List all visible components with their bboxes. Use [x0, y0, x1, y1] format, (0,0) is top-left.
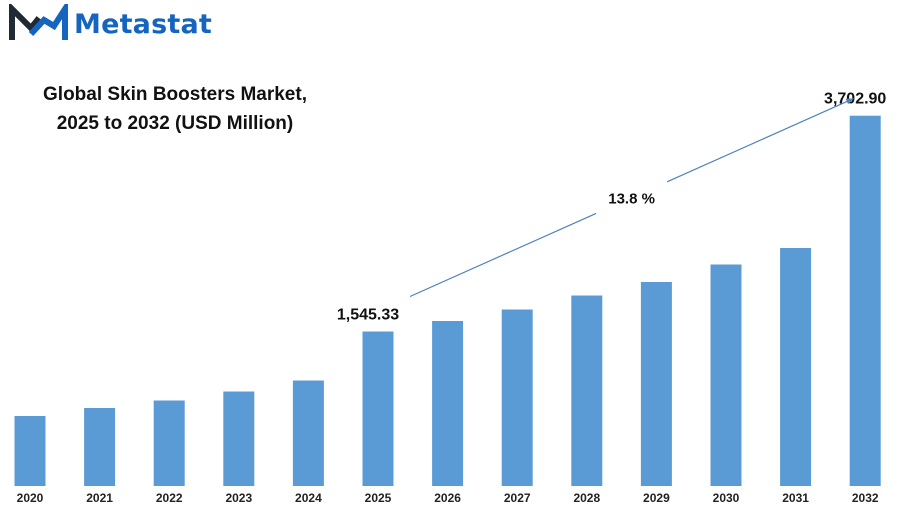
x-tick-label: 2031 — [782, 491, 809, 505]
x-tick-label: 2021 — [86, 491, 113, 505]
bar-2021 — [84, 408, 116, 486]
chart-title-line-2: 2025 to 2032 (USD Million) — [56, 113, 294, 134]
x-tick-label: 2022 — [156, 491, 183, 505]
brand-name: Metastat — [74, 8, 213, 40]
x-tick-label: 2030 — [713, 491, 740, 505]
x-tick-label: 2026 — [434, 491, 461, 505]
cagr-arrow-line — [409, 212, 597, 298]
bar-2025 — [362, 331, 394, 486]
x-tick-label: 2032 — [852, 491, 879, 505]
chart-title: Global Skin Boosters Market, 2025 to 203… — [20, 80, 330, 138]
bar-2023 — [223, 391, 255, 486]
metastat-m-logo-icon — [9, 4, 68, 40]
bar-2032 — [849, 115, 881, 486]
cagr-annotation: 13.8 % — [608, 191, 655, 208]
x-tick-label: 2027 — [504, 491, 531, 505]
bar-2030 — [710, 264, 742, 486]
bar-2028 — [571, 295, 603, 486]
chart-title-line-1: Global Skin Boosters Market, — [43, 84, 307, 105]
data-label-2025: 1,545.33 — [337, 307, 399, 324]
x-tick-label: 2029 — [643, 491, 670, 505]
bar-2027 — [501, 309, 533, 486]
bar-2020 — [14, 416, 46, 486]
data-label-2032: 3,702.90 — [824, 91, 886, 108]
bar-2024 — [292, 380, 324, 486]
x-tick-label: 2028 — [573, 491, 600, 505]
bar-2022 — [153, 400, 185, 486]
bar-2029 — [640, 282, 672, 486]
x-tick-label: 2023 — [225, 491, 252, 505]
bar-2031 — [780, 248, 812, 486]
x-tick-label: 2024 — [295, 491, 322, 505]
x-tick-label: 2020 — [17, 491, 44, 505]
bar-2026 — [432, 321, 464, 486]
brand-logo-group: Metastat — [8, 4, 212, 44]
cagr-arrow-head — [666, 98, 855, 183]
x-tick-label: 2025 — [365, 491, 392, 505]
